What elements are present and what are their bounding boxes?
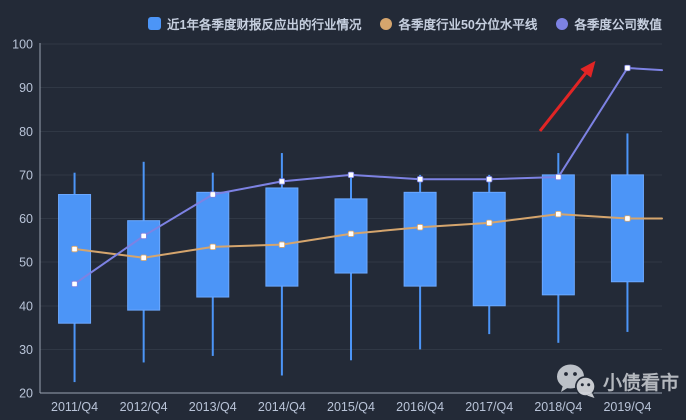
y-axis-label-60: 60	[19, 212, 33, 226]
legend-item-industry-range[interactable]: 近1年各季度财报反应出的行业情况	[148, 14, 361, 33]
y-axis-label-90: 90	[19, 81, 33, 95]
x-axis-label-2018-q4: 2018/Q4	[534, 400, 582, 414]
y-axis-label-70: 70	[19, 168, 33, 182]
candle-2016-q4[interactable]	[403, 174, 437, 350]
legend-item-label: 各季度公司数值	[574, 18, 662, 32]
legend-circle-marker-icon	[556, 17, 569, 30]
candle-2017-q4[interactable]	[472, 174, 506, 335]
company-point-2019-q4[interactable]	[624, 64, 631, 72]
wechat-icon	[557, 364, 596, 398]
candle-2015-q4[interactable]	[334, 172, 368, 361]
company-point-2011-q4[interactable]	[71, 280, 78, 288]
median-line[interactable]	[73, 213, 663, 259]
median-point-2019-q4[interactable]	[624, 215, 631, 222]
legend-item-company-value[interactable]: 各季度公司数值	[556, 14, 662, 33]
company-point-2015-q4[interactable]	[347, 171, 355, 179]
legend-circle-marker-icon	[380, 17, 393, 30]
x-axis-label-2017-q4: 2017/Q4	[465, 400, 513, 414]
watermark: 小债看市	[556, 363, 679, 399]
x-axis-label-2012-q4: 2012/Q4	[120, 400, 168, 414]
median-point-2013-q4[interactable]	[209, 243, 216, 251]
company-point-2012-q4[interactable]	[140, 232, 147, 240]
legend-item-label: 近1年各季度财报反应出的行业情况	[167, 18, 362, 32]
company-point-2016-q4[interactable]	[416, 176, 424, 183]
candle-2011-q4[interactable]	[58, 172, 92, 383]
x-axis-label-2016-q4: 2016/Q4	[396, 400, 444, 414]
median-point-2016-q4[interactable]	[416, 224, 424, 231]
y-axis-label-40: 40	[19, 299, 33, 313]
company-line[interactable]	[73, 66, 663, 285]
y-axis-label-30: 30	[19, 343, 33, 357]
x-axis-label-2014-q4: 2014/Q4	[258, 400, 306, 414]
x-axis-label-2019-q4: 2019/Q4	[603, 400, 651, 414]
trend-arrow	[538, 60, 596, 132]
median-point-2017-q4[interactable]	[486, 219, 493, 227]
y-axis-label-100: 100	[12, 38, 33, 52]
median-point-2012-q4[interactable]	[140, 254, 147, 261]
company-point-2018-q4[interactable]	[555, 173, 562, 181]
x-axis-label-2015-q4: 2015/Q4	[327, 400, 375, 414]
candle-2018-q4[interactable]	[541, 153, 575, 343]
company-point-2013-q4[interactable]	[209, 191, 216, 198]
candle-2012-q4[interactable]	[127, 161, 161, 363]
legend-item-industry-median[interactable]: 各季度行业50分位水平线	[380, 14, 537, 33]
y-axis-label-20: 20	[19, 387, 33, 401]
watermark-label: 小债看市	[603, 372, 680, 394]
median-point-2011-q4[interactable]	[71, 245, 78, 253]
company-point-2017-q4[interactable]	[486, 176, 493, 183]
median-point-2015-q4[interactable]	[347, 230, 355, 237]
legend-square-marker-icon	[148, 17, 161, 30]
company-point-2014-q4[interactable]	[278, 178, 286, 185]
median-point-2018-q4[interactable]	[555, 210, 562, 218]
x-axis-label-2011-q4: 2011/Q4	[51, 400, 98, 414]
chart-legend: 近1年各季度财报反应出的行业情况 各季度行业50分位水平线 各季度公司数值	[148, 14, 662, 33]
candle-2019-q4[interactable]	[610, 133, 644, 332]
y-axis-label-50: 50	[19, 256, 33, 270]
x-axis-label-2013-q4: 2013/Q4	[189, 400, 237, 414]
median-point-2014-q4[interactable]	[278, 241, 286, 248]
candle-2014-q4[interactable]	[265, 153, 299, 376]
legend-item-label: 各季度行业50分位水平线	[398, 18, 538, 32]
y-axis-label-80: 80	[19, 125, 33, 139]
